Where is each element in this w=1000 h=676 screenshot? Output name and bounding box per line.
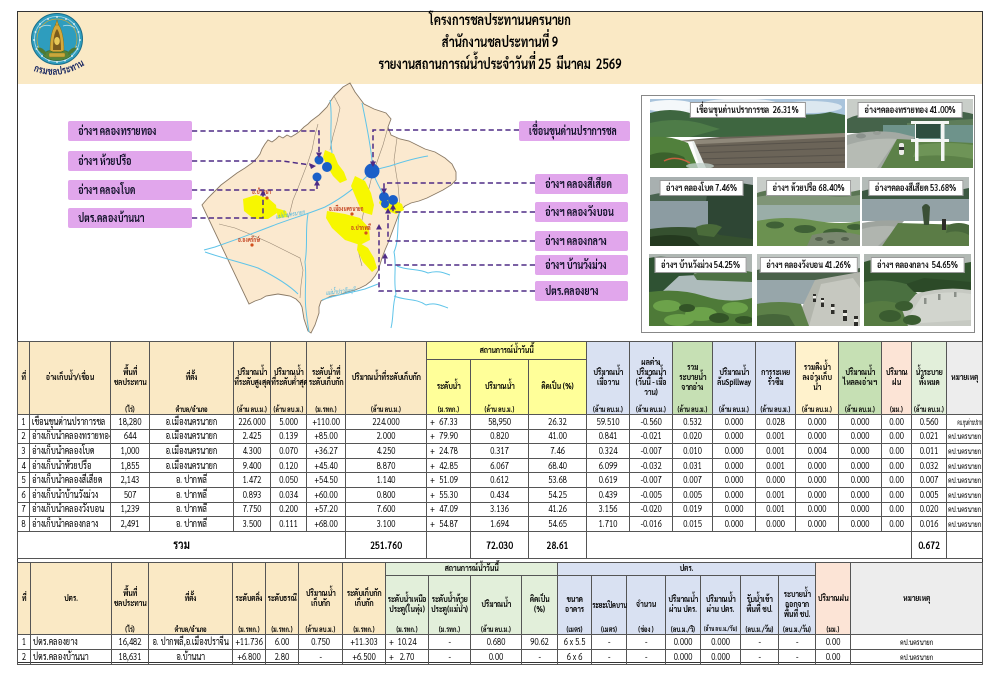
svg-text:อ.ปากพลี: อ.ปากพลี bbox=[351, 223, 372, 232]
svg-text:อ.เมืองนครนายก: อ.เมืองนครนายก bbox=[329, 203, 364, 213]
svg-text:อ.องครักษ์: อ.องครักษ์ bbox=[238, 235, 261, 244]
svg-text:อ.บ้านนา: อ.บ้านนา bbox=[252, 187, 271, 196]
